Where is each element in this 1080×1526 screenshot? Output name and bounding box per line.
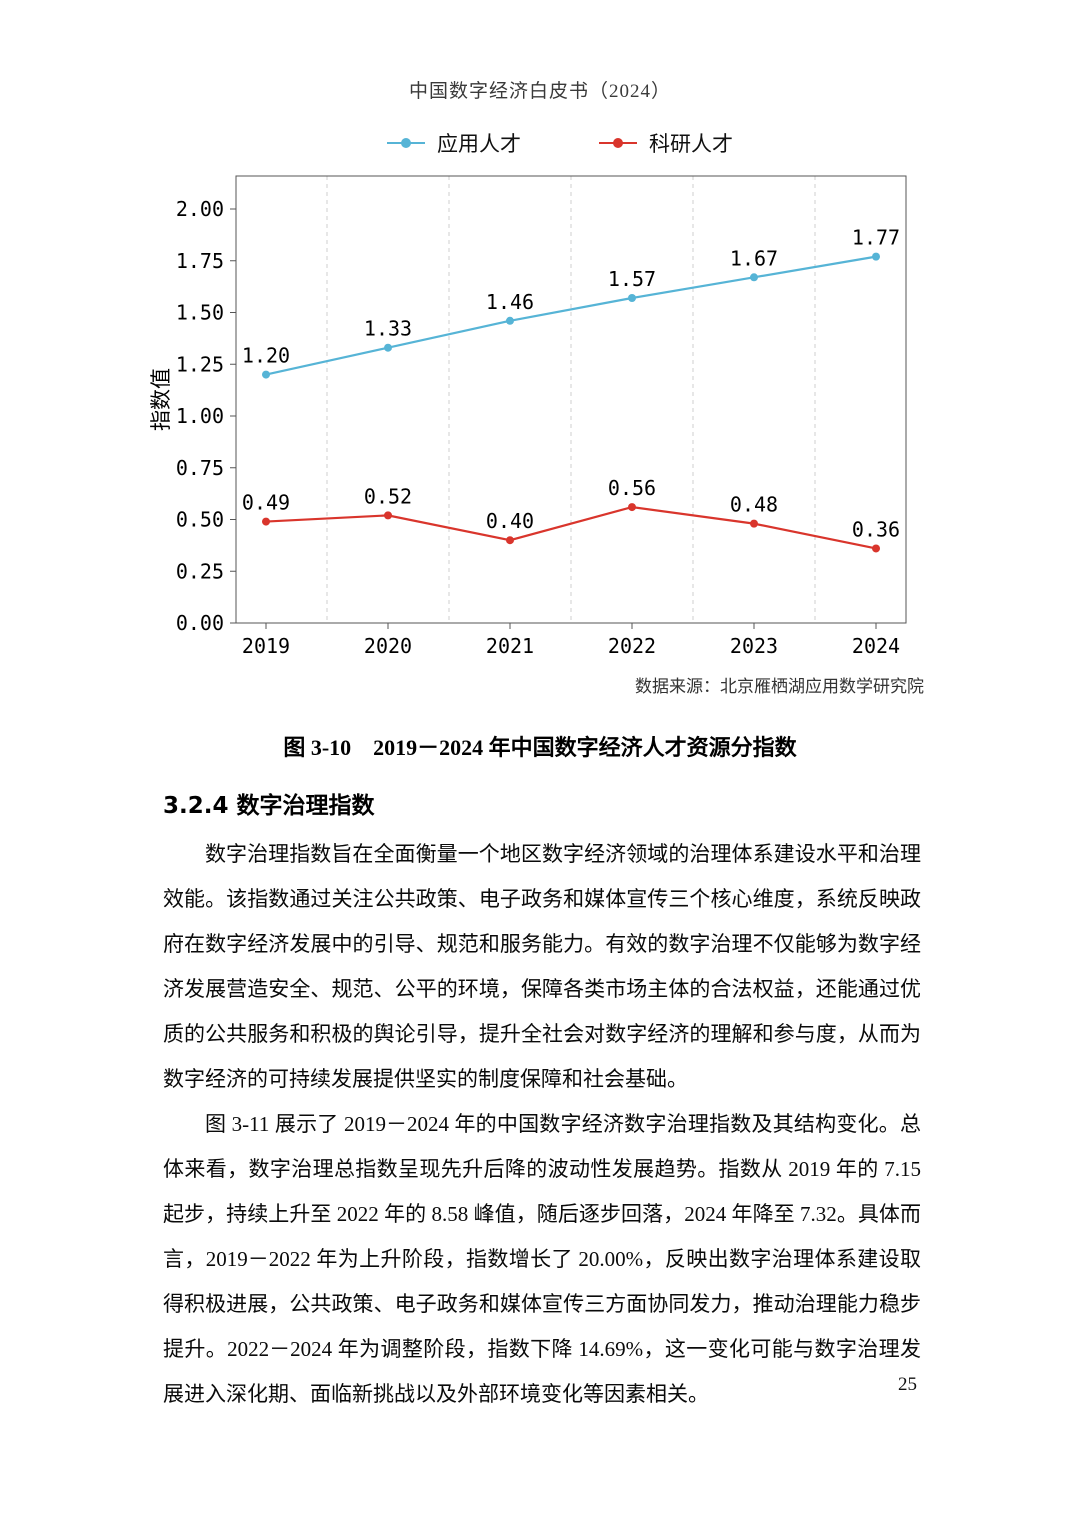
svg-text:0.36: 0.36	[852, 517, 900, 541]
svg-text:0.50: 0.50	[176, 508, 224, 532]
svg-text:0.00: 0.00	[176, 611, 224, 635]
svg-text:2024: 2024	[852, 634, 900, 658]
svg-text:1.50: 1.50	[176, 301, 224, 325]
chart-data-source: 数据来源：北京雁栖湖应用数学研究院	[635, 677, 924, 697]
page-number: 25	[898, 1374, 917, 1395]
svg-text:指数值: 指数值	[150, 368, 173, 431]
svg-text:1.33: 1.33	[364, 317, 412, 341]
body-text: 数字治理指数旨在全面衡量一个地区数字经济领域的治理体系建设水平和治理效能。该指数…	[163, 832, 921, 1417]
legend-label: 应用人才	[437, 132, 521, 156]
svg-text:0.49: 0.49	[242, 491, 290, 515]
svg-text:1.67: 1.67	[730, 246, 778, 270]
section-heading: 3.2.4 数字治理指数	[163, 793, 375, 819]
svg-text:1.77: 1.77	[852, 226, 900, 250]
svg-text:1.57: 1.57	[608, 267, 656, 291]
svg-text:0.40: 0.40	[486, 509, 534, 533]
document-header-title: 中国数字经济白皮书（2024）	[408, 81, 671, 102]
legend-marker-icon	[387, 137, 425, 149]
paragraph-2: 图 3-11 展示了 2019－2024 年的中国数字经济数字治理指数及其结构变…	[163, 1112, 921, 1406]
svg-text:1.75: 1.75	[176, 249, 224, 273]
svg-text:2020: 2020	[364, 634, 412, 658]
svg-text:1.25: 1.25	[176, 352, 224, 376]
svg-text:0.52: 0.52	[364, 484, 412, 508]
svg-text:0.75: 0.75	[176, 456, 224, 480]
talent-index-chart: 应用人才 科研人才 0.00 0.25 0.50 0.75 1.00 1.25 1.50 1.7…	[150, 128, 930, 697]
svg-text:2023: 2023	[730, 634, 778, 658]
svg-text:0.56: 0.56	[608, 476, 656, 500]
svg-text:2022: 2022	[608, 634, 656, 658]
svg-text:1.46: 1.46	[486, 290, 534, 314]
svg-text:1.00: 1.00	[176, 404, 224, 428]
paragraph-1: 数字治理指数旨在全面衡量一个地区数字经济领域的治理体系建设水平和治理效能。该指数…	[163, 842, 921, 1091]
legend-item-1: 科研人才	[599, 128, 733, 158]
talent-chart-svg: 0.00 0.25 0.50 0.75 1.00 1.25 1.50 1.75 2.00 指数值 2…	[150, 175, 907, 658]
legend-item-0: 应用人才	[387, 128, 521, 158]
svg-text:1.20: 1.20	[242, 344, 290, 368]
chart-legend: 应用人才 科研人才	[190, 128, 930, 158]
figure-caption: 图 3-10 2019－2024 年中国数字经济人才资源分指数	[283, 735, 797, 760]
svg-text:0.48: 0.48	[730, 493, 778, 517]
svg-text:2021: 2021	[486, 634, 534, 658]
svg-text:0.25: 0.25	[176, 559, 224, 583]
legend-marker-icon	[599, 137, 637, 149]
svg-text:2019: 2019	[242, 634, 290, 658]
svg-text:2.00: 2.00	[176, 197, 224, 221]
legend-label: 科研人才	[649, 132, 733, 156]
